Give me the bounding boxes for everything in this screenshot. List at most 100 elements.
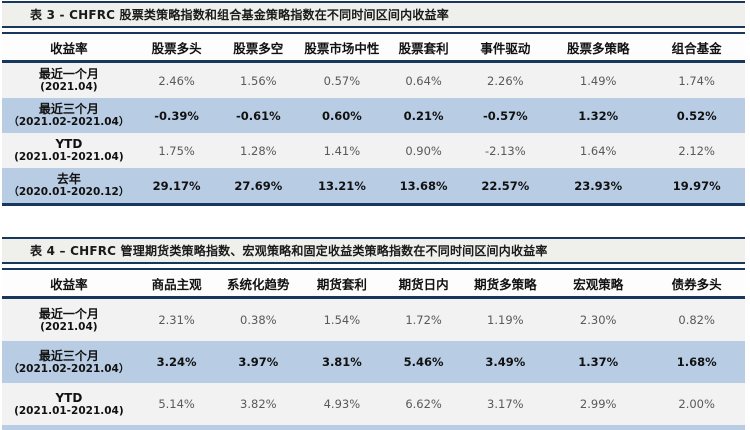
value-cell: 29.17% xyxy=(152,178,201,193)
row-label-cell: 最近三个月 （2021.02-2021.04） xyxy=(2,98,136,133)
table4: 收益率 商品主观 系统化趋势 期货套利 期货日内 期货多策略 宏观策略 债券多头… xyxy=(2,268,745,430)
value-cell: 0.57% xyxy=(323,73,361,88)
value-cell: 3.24% xyxy=(156,355,197,369)
value-cell: 2.46% xyxy=(158,73,195,88)
table-row: YTD (2021.01-2021.04) 1.75% 1.28% 1.41% … xyxy=(2,133,745,168)
value-cell: 3.49% xyxy=(485,355,526,369)
value-cell: 2.99% xyxy=(579,397,617,411)
value-cell: 1.54% xyxy=(323,313,361,327)
value-cell: 0.38% xyxy=(240,313,277,327)
row-label-cell: YTD (2021.01-2021.04) xyxy=(2,383,136,425)
row-label-cell: YTD (2021.01-2021.04) xyxy=(2,133,136,168)
value-cell: -0.57% xyxy=(482,108,528,123)
value-cell: 5.14% xyxy=(158,397,195,411)
value-cell: 1.64% xyxy=(579,143,617,158)
column-header: 股票多空 xyxy=(217,33,300,63)
value-cell: 13.21% xyxy=(317,178,366,193)
value-cell: 1.68% xyxy=(676,355,717,369)
value-cell: 18.54% xyxy=(299,425,384,430)
row-label: 最近一个月 xyxy=(38,67,99,81)
value-cell: 0.90% xyxy=(405,143,442,158)
value-cell: 1.19% xyxy=(487,313,524,327)
value-cell: 29.98% xyxy=(548,425,648,430)
value-cell: 6.62% xyxy=(405,397,442,411)
value-cell: 23.93% xyxy=(574,178,623,193)
table-row: 最近三个月 （2021.02-2021.04） -0.39% -0.61% 0.… xyxy=(2,98,745,133)
table-row: 去年 （2020.01-2020.12） 21.31% 33.28% 18.54… xyxy=(2,425,745,430)
value-cell: 0.21% xyxy=(403,108,444,123)
value-cell: 1.49% xyxy=(579,73,617,88)
table-row: 去年 （2020.01-2020.12） 29.17% 27.69% 13.21… xyxy=(2,168,745,205)
column-header: 股票市场中性 xyxy=(299,33,385,63)
table3-title: 表 3 - CHFRC 股票类策略指数和组合基金策略指数在不同时间区间内收益率 xyxy=(2,1,745,28)
row-label: 最近三个月 xyxy=(38,348,99,363)
column-header: 股票多头 xyxy=(135,33,218,63)
value-cell: 1.32% xyxy=(578,108,619,123)
value-cell: 27.69% xyxy=(234,178,283,193)
value-cell: 4.93% xyxy=(323,397,361,411)
value-cell: 2.00% xyxy=(678,397,715,411)
value-cell: 28.36% xyxy=(463,425,548,430)
row-period: (2021.01-2021.04) xyxy=(14,151,124,164)
value-cell: 1.28% xyxy=(240,143,277,158)
value-cell: 1.75% xyxy=(158,143,195,158)
value-cell: 22.57% xyxy=(481,178,530,193)
value-cell: 2.31% xyxy=(158,313,195,327)
row-label-cell: 最近一个月 (2021.04) xyxy=(2,62,136,99)
table-row: 最近三个月 （2021.02-2021.04） 3.24% 3.97% 3.81… xyxy=(2,341,745,383)
value-cell: 2.26% xyxy=(487,73,524,88)
column-header: 期货多策略 xyxy=(462,269,549,299)
value-cell: -0.61% xyxy=(235,108,281,123)
value-cell: 1.41% xyxy=(323,143,361,158)
value-cell: 3.81% xyxy=(321,355,362,369)
column-header: 期货日内 xyxy=(384,269,463,299)
table3-header-row: 收益率 股票多头 股票多空 股票市场中性 股票套利 事件驱动 股票多策略 组合基… xyxy=(2,33,745,63)
value-cell: 3.17% xyxy=(487,397,524,411)
value-cell: -2.13% xyxy=(484,143,526,158)
value-cell: 5.46% xyxy=(403,355,444,369)
value-cell: 1.56% xyxy=(240,73,277,88)
value-cell: 0.52% xyxy=(676,108,717,123)
value-cell: 1.37% xyxy=(578,355,619,369)
value-cell: 1.74% xyxy=(678,73,715,88)
row-label: 最近一个月 xyxy=(38,306,99,321)
column-header: 收益率 xyxy=(2,269,136,299)
table4-header-row: 收益率 商品主观 系统化趋势 期货套利 期货日内 期货多策略 宏观策略 债券多头 xyxy=(2,269,745,299)
row-period: (2021.01-2021.04) xyxy=(14,404,124,417)
value-cell: 0.82% xyxy=(678,313,715,327)
column-header: 股票多策略 xyxy=(548,33,649,63)
value-cell: 19.97% xyxy=(672,178,721,193)
table3: 收益率 股票多头 股票多空 股票市场中性 股票套利 事件驱动 股票多策略 组合基… xyxy=(2,32,745,206)
column-header: 债券多头 xyxy=(648,269,745,299)
value-cell: 33.28% xyxy=(217,425,299,430)
value-cell: 0.60% xyxy=(321,108,362,123)
value-cell: 13.68% xyxy=(399,178,448,193)
table-row: 最近一个月 (2021.04) 2.46% 1.56% 0.57% 0.64% … xyxy=(2,61,745,99)
table-row: 最近一个月 (2021.04) 2.31% 0.38% 1.54% 1.72% … xyxy=(2,297,745,342)
value-cell: 5.21% xyxy=(648,425,745,430)
row-label-cell: 去年 （2020.01-2020.12） xyxy=(2,425,136,430)
column-header: 收益率 xyxy=(2,33,136,63)
column-header: 组合基金 xyxy=(648,33,745,63)
column-header: 系统化趋势 xyxy=(217,269,300,299)
row-period: (2021.04) xyxy=(40,320,98,333)
value-cell: 0.64% xyxy=(405,73,442,88)
row-label-cell: 去年 （2020.01-2020.12） xyxy=(2,168,136,205)
value-cell: 1.72% xyxy=(405,313,442,327)
value-cell: 3.97% xyxy=(238,355,279,369)
column-header: 期货套利 xyxy=(299,269,385,299)
column-header: 事件驱动 xyxy=(462,33,549,63)
column-header: 股票套利 xyxy=(384,33,463,63)
value-cell: 21.31% xyxy=(136,425,218,430)
row-label: 最近三个月 xyxy=(38,102,99,116)
table3-block: 表 3 - CHFRC 股票类策略指数和组合基金策略指数在不同时间区间内收益率 … xyxy=(2,1,745,206)
value-cell: 3.82% xyxy=(240,397,277,411)
value-cell: 2.30% xyxy=(579,313,617,327)
column-header: 商品主观 xyxy=(135,269,218,299)
row-label-cell: 最近一个月 (2021.04) xyxy=(2,298,136,342)
value-cell: -0.39% xyxy=(154,108,199,123)
row-label: 去年 xyxy=(56,172,81,186)
row-label: YTD xyxy=(55,390,83,405)
table-row: YTD (2021.01-2021.04) 5.14% 3.82% 4.93% … xyxy=(2,383,745,425)
